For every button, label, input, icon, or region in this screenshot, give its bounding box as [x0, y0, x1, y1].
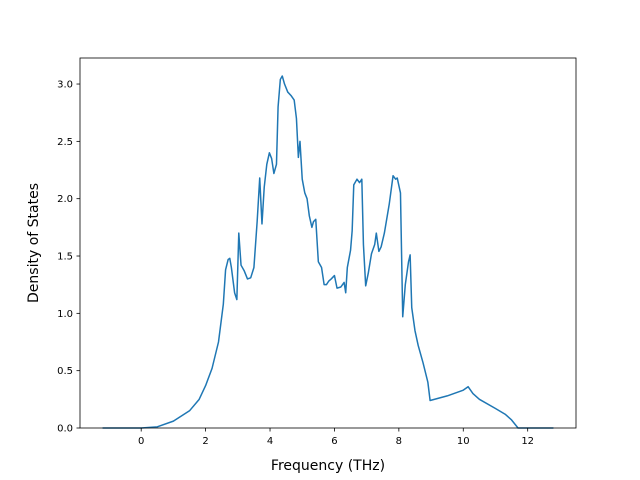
y-tick-label: 1.5	[57, 252, 73, 263]
plot-frame	[79, 57, 577, 429]
y-tick-label: 1.0	[57, 309, 73, 320]
y-tick-label: 0.0	[57, 424, 73, 435]
y-tick-label: 3.0	[57, 80, 73, 91]
x-tick-label: 2	[202, 436, 208, 447]
y-tick-label: 0.5	[57, 366, 73, 377]
y-axis-label: Density of States	[26, 183, 42, 303]
x-tick-label: 6	[331, 436, 337, 447]
line-series	[102, 75, 554, 429]
y-tick-label: 2.0	[57, 194, 73, 205]
x-tick-label: 0	[138, 436, 144, 447]
y-tick-label: 2.5	[57, 137, 73, 148]
x-tick-label: 12	[521, 436, 534, 447]
x-tick-label: 4	[267, 436, 273, 447]
x-tick-label: 8	[396, 436, 402, 447]
x-tick-label: 10	[457, 436, 470, 447]
x-axis-label: Frequency (THz)	[271, 458, 385, 474]
